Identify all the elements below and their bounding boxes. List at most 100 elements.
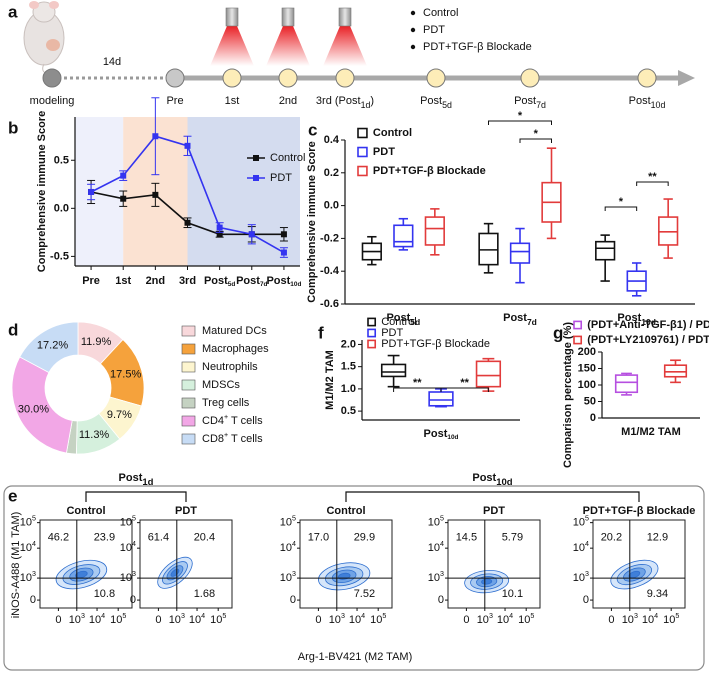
text-part: 0 [130, 594, 136, 606]
value-label: 17.2% [37, 340, 68, 352]
significance-label: * [518, 110, 523, 122]
y-tick-label: 200 [578, 346, 596, 358]
x-tick-label: 0 [608, 614, 614, 626]
y-axis-label: Comprehensive immune Score [36, 111, 48, 272]
x-tick-label: Post7d [236, 275, 267, 287]
legend-label: (PDT+LY2109761) / PDT [587, 334, 709, 346]
x-tick-label: Post5d [204, 275, 235, 287]
text-part: 0 [583, 594, 589, 606]
marker [88, 188, 95, 195]
bullet [410, 10, 416, 16]
box [428, 391, 454, 407]
text-part: 0 [290, 594, 296, 606]
x-tick-label: 104 [89, 612, 105, 626]
timeline-label: Pre [166, 95, 183, 107]
text-part: 10d [651, 100, 666, 110]
legend-marker [253, 175, 259, 181]
y-tick-label: 103 [280, 570, 296, 584]
x-tick-label: 103 [69, 612, 85, 626]
box [509, 242, 531, 264]
text-part: Treg cells [202, 397, 250, 409]
significance-label: ** [648, 171, 657, 183]
quadrant-value: 9.34 [647, 588, 668, 600]
quadrant-value: 23.9 [94, 532, 115, 544]
text-part: 10 [518, 614, 530, 626]
text-part: Post [472, 472, 496, 484]
laser-lamp [281, 7, 295, 27]
y-axis-label: iNOS-A488 (M1 TAM) [10, 512, 22, 619]
timeline-label: 1st [225, 95, 240, 107]
legend-marker [253, 155, 259, 161]
marker [280, 249, 287, 256]
timeline-node [520, 68, 540, 88]
y-tick-label: 50 [584, 396, 596, 408]
y-axis-label: Comprehensive immune Score [306, 141, 318, 302]
x-tick-label: 103 [329, 612, 345, 626]
legend-label: PDT [381, 327, 403, 339]
text-part: 7d [536, 100, 546, 110]
text-part: modeling [30, 95, 75, 107]
quadrant-value: 46.2 [48, 532, 69, 544]
y-tick-label: 103 [428, 570, 444, 584]
text-part: 2nd [279, 95, 297, 107]
x-tick-label: Pre [82, 275, 100, 287]
text-part: 0 [608, 614, 614, 626]
x-tick-label: 104 [189, 612, 205, 626]
group-title: Post10d [472, 472, 512, 488]
text-part: 0 [30, 594, 36, 606]
text-part: 3 [132, 570, 136, 578]
text-part: 5 [530, 612, 534, 620]
x-tick-label: 105 [370, 612, 386, 626]
marker [120, 172, 127, 179]
text-part: 10 [20, 517, 32, 529]
quadrant-value: 1.68 [194, 588, 215, 600]
text-part: M1/M2 TAM [621, 426, 681, 438]
box [424, 216, 445, 246]
text-part: 10 [189, 614, 201, 626]
significance-bracket [440, 387, 489, 392]
text-part: 3 [489, 612, 493, 620]
significance-label: * [619, 196, 624, 208]
legend-label: Control [381, 316, 416, 328]
box [393, 224, 414, 248]
box [663, 364, 688, 378]
y-axis-label: M1/M2 TAM [324, 350, 336, 410]
y-tick-label: 103 [120, 570, 136, 584]
legend-label: Treg cells [202, 397, 250, 409]
y-tick-label: 105 [20, 514, 36, 528]
y-axis-label: Comparison percentage (%) [562, 322, 574, 468]
text-part: 10 [349, 614, 361, 626]
y-tick-label: 103 [573, 570, 589, 584]
density-contour [75, 570, 88, 579]
group-title: Post1d [119, 472, 154, 488]
text-part: Neutrophils [202, 361, 258, 373]
text-part: 3 [585, 570, 589, 578]
plot-title: PDT+TGF-β Blockade [583, 505, 696, 517]
text-part: 10 [120, 572, 132, 584]
text-part: 1st [225, 95, 240, 107]
quadrant-value: 14.5 [456, 532, 477, 544]
legend-swatch [181, 325, 196, 337]
legend-label: MDSCs [202, 379, 240, 391]
legend-swatch [181, 379, 196, 391]
text-part: CD4 [202, 415, 224, 427]
panel-label: d [8, 321, 18, 340]
legend-label: CD4+ T cells [202, 413, 263, 427]
quadrant-value: 5.79 [502, 532, 523, 544]
y-tick-label: 104 [573, 540, 589, 554]
panel-label: a [8, 3, 18, 22]
y-tick-label: 2.0 [341, 338, 356, 350]
laser-beam [266, 26, 310, 66]
text-part: 10d [496, 477, 513, 488]
marker [152, 133, 159, 140]
y-tick-label: -0.5 [50, 250, 69, 262]
text-part: + [224, 431, 228, 439]
text-part: 10 [120, 542, 132, 554]
text-part: 0 [155, 614, 161, 626]
text-part: 5 [292, 514, 296, 522]
legend-label: Neutrophils [202, 361, 258, 373]
text-part: 0 [463, 614, 469, 626]
x-tick-label: 2nd [146, 275, 166, 287]
text-part: 3 [634, 612, 638, 620]
text-part: 3rd (Post [316, 95, 361, 107]
